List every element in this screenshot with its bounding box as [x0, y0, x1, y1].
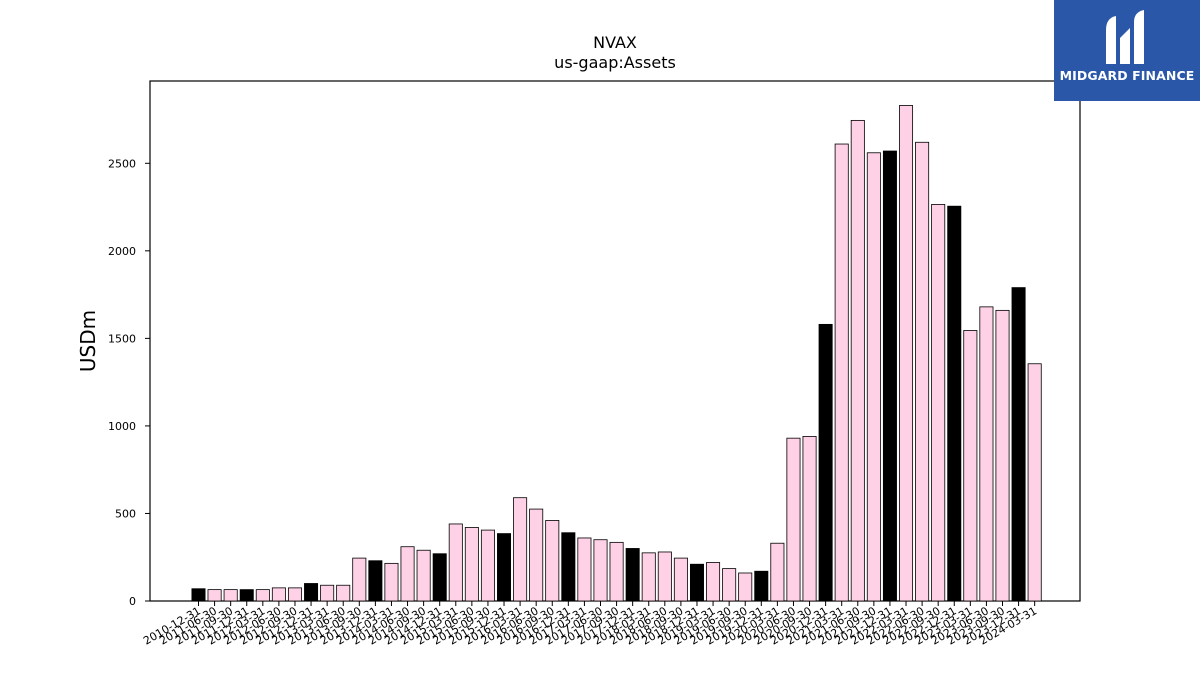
bar-2013-06-30	[336, 584, 351, 602]
bar-2012-06-30	[271, 587, 286, 602]
bar-2019-09-30	[738, 572, 753, 602]
bar-2023-03-31	[963, 330, 978, 602]
y-tick-label: 2500	[108, 157, 136, 170]
bar-2012-09-30	[287, 587, 302, 602]
y-ticks-group: 0 500 1000 1500 2000 2500	[108, 157, 150, 608]
bar-2022-09-30	[931, 204, 946, 602]
bar-2023-12-31	[1011, 287, 1026, 602]
bar-2013-09-30	[352, 557, 367, 602]
brand-name: MIDGARD FINANCE	[1059, 68, 1195, 83]
bar-2020-06-30	[786, 437, 801, 602]
bar-2020-12-31	[818, 323, 833, 602]
bar-2012-12-31	[304, 583, 319, 602]
chart-subtitle: us-gaap:Assets	[554, 53, 676, 72]
bar-2017-06-30	[593, 539, 608, 602]
bar-2019-03-31	[706, 562, 721, 602]
bar-2021-09-30	[866, 152, 881, 602]
bar-2015-12-31	[497, 533, 512, 602]
bar-2023-06-30	[979, 306, 994, 602]
bar-2018-09-30	[673, 557, 688, 602]
bar-2020-03-31	[770, 542, 785, 602]
y-axis-label: USDm	[76, 310, 100, 372]
bar-2018-12-31	[689, 563, 704, 602]
bar-2019-12-31	[754, 570, 769, 602]
bar-2013-12-31	[368, 560, 383, 602]
bar-2015-06-30	[464, 527, 479, 602]
bar-2018-06-30	[657, 551, 672, 602]
bar-2016-06-30	[529, 508, 544, 602]
bar-2014-09-30	[416, 549, 431, 602]
bar-2015-09-30	[480, 529, 495, 602]
bar-2021-03-31	[834, 143, 849, 602]
bar-2022-06-30	[915, 141, 930, 602]
bar-2024-03-31	[1027, 363, 1042, 602]
bar-2019-06-30	[722, 568, 737, 602]
bar-2020-09-30	[802, 436, 817, 602]
bar-2016-12-31	[561, 532, 576, 602]
midgard-finance-logo-icon	[1106, 10, 1144, 64]
bar-2017-12-31	[625, 548, 640, 602]
bar-2010-12-31	[191, 588, 206, 602]
bar-2022-12-31	[947, 205, 962, 602]
bars-group	[191, 105, 1042, 602]
bar-2018-03-31	[641, 552, 656, 602]
brand-logo: MIDGARD FINANCE	[1054, 0, 1200, 101]
bar-2011-06-30	[207, 589, 222, 602]
x-ticks-group: 2010-12-312011-06-302011-09-302011-12-31…	[141, 601, 1039, 648]
bar-2016-03-31	[513, 497, 528, 602]
bar-2021-12-31	[882, 150, 897, 602]
bar-2014-12-31	[432, 553, 447, 602]
bar-2013-03-31	[320, 584, 335, 602]
bar-2014-06-30	[400, 546, 415, 602]
chart-title: NVAX	[593, 33, 637, 52]
y-tick-label: 500	[115, 507, 136, 520]
bar-2021-06-30	[850, 119, 865, 602]
bar-2017-03-31	[577, 537, 592, 602]
bar-2016-09-30	[545, 520, 560, 602]
bar-2017-09-30	[609, 541, 624, 602]
bar-2015-03-31	[448, 523, 463, 602]
bar-2011-09-30	[223, 589, 238, 602]
y-tick-label: 1500	[108, 332, 136, 345]
y-tick-label: 0	[129, 595, 136, 608]
bar-2014-03-31	[384, 562, 399, 602]
bar-2011-12-31	[239, 589, 254, 602]
bar-2022-03-31	[899, 105, 914, 602]
y-tick-label: 2000	[108, 245, 136, 258]
bar-2023-09-30	[995, 309, 1010, 602]
bar-2012-03-31	[255, 589, 270, 602]
y-tick-label: 1000	[108, 420, 136, 433]
